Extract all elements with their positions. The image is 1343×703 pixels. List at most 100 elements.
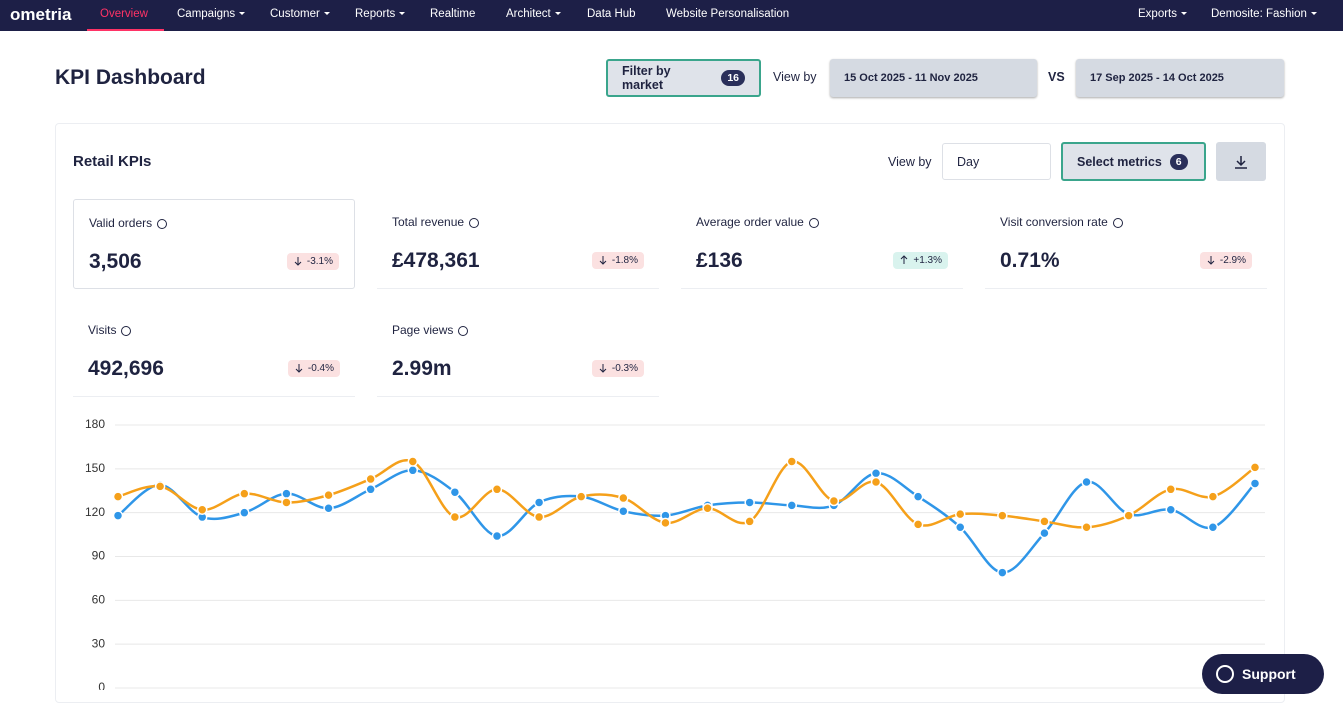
series-line	[117, 458, 1256, 529]
point	[744, 516, 755, 527]
point	[407, 465, 419, 476]
point	[1081, 476, 1092, 488]
label: Support	[1242, 666, 1296, 682]
period-select[interactable]: Day	[942, 143, 1051, 180]
kpi-tile: Visits 492,696 -0.4%	[73, 307, 355, 397]
point	[154, 481, 166, 492]
point	[1249, 462, 1261, 473]
point	[449, 486, 461, 498]
point	[912, 491, 924, 502]
point	[1249, 478, 1261, 489]
point	[112, 510, 124, 521]
kpi-value: 492,696	[88, 357, 164, 380]
date-picker[interactable]: 17 Sep 2025 - 14 Oct 2025	[1076, 59, 1284, 97]
nav-item[interactable]: Data Hub	[587, 8, 636, 20]
point	[491, 530, 503, 542]
y-tick-label: 150	[85, 461, 105, 475]
point	[870, 467, 882, 479]
change-text: -2.9%	[1219, 255, 1246, 266]
page-title: KPI Dashboard	[55, 66, 206, 89]
kpi-label: Visits	[88, 323, 132, 337]
arrow-icon	[295, 364, 303, 374]
point	[954, 522, 966, 533]
point	[912, 519, 924, 530]
point	[281, 497, 292, 508]
point	[744, 497, 755, 508]
arrow	[599, 256, 607, 266]
point	[1039, 516, 1050, 527]
arrow	[599, 364, 607, 374]
point	[618, 505, 629, 517]
point	[533, 497, 545, 508]
vs: VS	[1048, 70, 1065, 84]
arrow-icon	[599, 256, 607, 266]
nav-bar: ometria Overview Campaigns Customer Repo…	[0, 0, 1343, 31]
point	[1039, 527, 1050, 539]
nav-item[interactable]: Overview	[100, 8, 148, 20]
change-text: -0.3%	[611, 363, 638, 374]
kpi-value: £136	[696, 249, 743, 272]
kpi-change: -2.9%	[1199, 252, 1252, 269]
y-tick-label: 60	[92, 593, 106, 607]
point	[954, 508, 966, 520]
kpi-tile: Average order value £136 +1.3%	[681, 199, 963, 289]
badge: 16	[721, 70, 745, 86]
kpi-label: Page views	[392, 323, 469, 337]
point	[323, 489, 334, 501]
info-icon	[157, 218, 168, 229]
info-icon	[458, 325, 469, 336]
point	[660, 517, 671, 529]
change-text: -0.4%	[307, 363, 334, 374]
kpi-value: 0.71%	[1000, 249, 1060, 272]
arrow	[294, 257, 302, 267]
point	[281, 488, 292, 499]
label: Day	[957, 154, 980, 169]
kpi-tile: Visit conversion rate 0.71% -2.9%	[985, 199, 1267, 289]
point	[365, 484, 376, 495]
nav-item[interactable]: Realtime	[430, 8, 476, 20]
y-tick-label: 0	[98, 680, 105, 690]
filter-button[interactable]: Filter by market 16	[606, 59, 761, 97]
arrow	[901, 255, 908, 265]
change-text: -3.1%	[306, 256, 333, 267]
kpi-tile: Page views 2.99m -0.3%	[377, 307, 659, 397]
nav-item[interactable]: Architect	[506, 8, 561, 20]
date-picker[interactable]: 15 Oct 2025 - 11 Nov 2025	[830, 59, 1037, 97]
y-tick-label: 120	[85, 505, 105, 519]
point	[870, 476, 882, 488]
nav-item[interactable]: Customer	[270, 8, 330, 20]
point	[1123, 510, 1134, 521]
kpi-tile: Valid orders 3,506 -3.1%	[73, 199, 355, 289]
help-icon	[1216, 665, 1234, 683]
logo[interactable]: ometria	[10, 5, 72, 24]
support-button[interactable]: Support	[1202, 654, 1324, 694]
nav-item[interactable]: Campaigns	[177, 8, 245, 20]
point	[533, 511, 545, 523]
label: Filter by market	[622, 64, 671, 92]
y-tick-label: 180	[85, 417, 105, 431]
kpi-label: Average order value	[696, 215, 819, 229]
point	[618, 492, 629, 504]
nav-item[interactable]: Reports	[355, 8, 405, 20]
download-button[interactable]	[1216, 142, 1266, 181]
point	[449, 511, 461, 523]
arrow-icon	[1207, 256, 1215, 266]
point	[997, 567, 1008, 578]
point	[323, 503, 334, 514]
kpi-change: -1.8%	[591, 252, 644, 269]
active-underline	[87, 29, 164, 31]
point	[997, 510, 1008, 521]
kpi-change: -0.3%	[591, 360, 644, 377]
kpi-tile: Total revenue £478,361 -1.8%	[377, 199, 659, 289]
point	[491, 484, 503, 495]
nav-item[interactable]: Demosite: Fashion	[1211, 8, 1317, 20]
label: View by	[773, 70, 817, 84]
download-icon	[1235, 155, 1247, 169]
point	[112, 491, 124, 502]
info-icon	[808, 217, 819, 228]
nav-item[interactable]: Website Personalisation	[666, 8, 790, 20]
point	[828, 495, 840, 507]
nav-item[interactable]: Exports	[1138, 8, 1187, 20]
select-metrics[interactable]: Select metrics 6	[1061, 142, 1206, 181]
